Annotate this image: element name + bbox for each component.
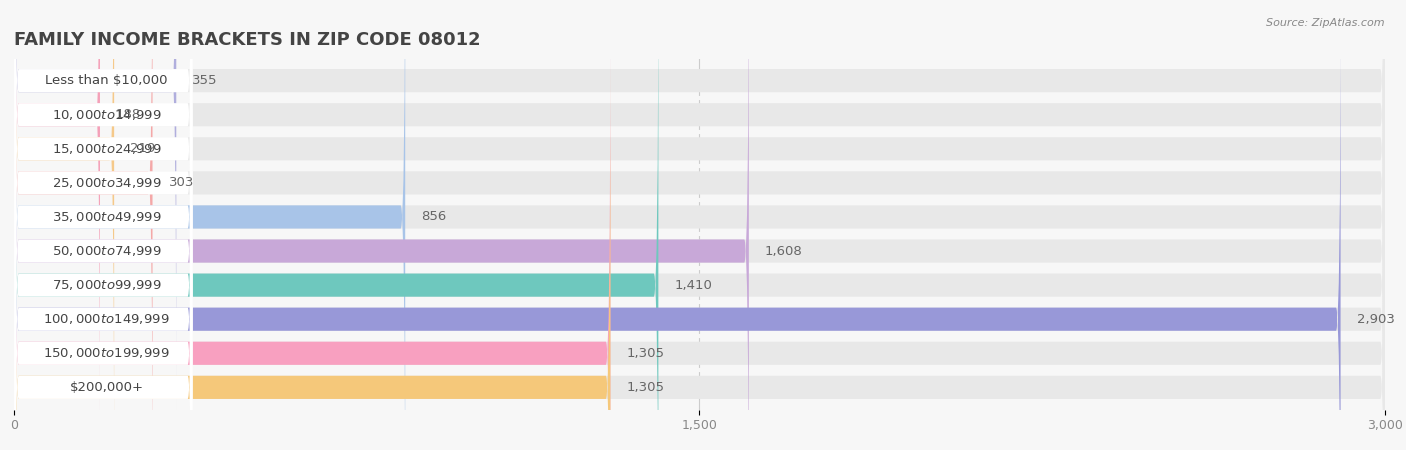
FancyBboxPatch shape [14, 0, 1385, 450]
FancyBboxPatch shape [14, 0, 1340, 450]
FancyBboxPatch shape [14, 0, 1385, 450]
FancyBboxPatch shape [14, 58, 193, 450]
Text: 1,410: 1,410 [675, 279, 713, 292]
Text: 303: 303 [169, 176, 194, 189]
FancyBboxPatch shape [14, 0, 1385, 450]
Text: $200,000+: $200,000+ [70, 381, 143, 394]
FancyBboxPatch shape [14, 58, 1385, 450]
Text: 188: 188 [115, 108, 141, 121]
FancyBboxPatch shape [14, 0, 1385, 450]
Text: 219: 219 [131, 142, 156, 155]
FancyBboxPatch shape [14, 0, 193, 410]
FancyBboxPatch shape [14, 0, 193, 450]
Text: Less than $10,000: Less than $10,000 [45, 74, 167, 87]
Text: $25,000 to $34,999: $25,000 to $34,999 [52, 176, 162, 190]
Text: FAMILY INCOME BRACKETS IN ZIP CODE 08012: FAMILY INCOME BRACKETS IN ZIP CODE 08012 [14, 31, 481, 49]
FancyBboxPatch shape [14, 24, 610, 450]
Text: 2,903: 2,903 [1357, 313, 1395, 326]
FancyBboxPatch shape [14, 24, 1385, 450]
Text: $15,000 to $24,999: $15,000 to $24,999 [52, 142, 162, 156]
FancyBboxPatch shape [14, 0, 1385, 450]
FancyBboxPatch shape [14, 0, 193, 450]
Text: Source: ZipAtlas.com: Source: ZipAtlas.com [1267, 18, 1385, 28]
FancyBboxPatch shape [14, 58, 610, 450]
Text: $150,000 to $199,999: $150,000 to $199,999 [44, 346, 170, 360]
Text: 355: 355 [193, 74, 218, 87]
Text: 1,305: 1,305 [626, 347, 665, 360]
Text: 856: 856 [422, 211, 447, 224]
Text: $10,000 to $14,999: $10,000 to $14,999 [52, 108, 162, 122]
Text: $50,000 to $74,999: $50,000 to $74,999 [52, 244, 162, 258]
FancyBboxPatch shape [14, 0, 1385, 410]
FancyBboxPatch shape [14, 0, 114, 450]
FancyBboxPatch shape [14, 0, 193, 450]
FancyBboxPatch shape [14, 24, 193, 450]
FancyBboxPatch shape [14, 0, 152, 450]
FancyBboxPatch shape [14, 0, 749, 450]
Text: 1,608: 1,608 [765, 244, 803, 257]
FancyBboxPatch shape [14, 0, 193, 450]
Text: $100,000 to $149,999: $100,000 to $149,999 [44, 312, 170, 326]
Text: $75,000 to $99,999: $75,000 to $99,999 [52, 278, 162, 292]
Text: $35,000 to $49,999: $35,000 to $49,999 [52, 210, 162, 224]
FancyBboxPatch shape [14, 0, 193, 444]
FancyBboxPatch shape [14, 0, 193, 450]
Text: 1,305: 1,305 [626, 381, 665, 394]
FancyBboxPatch shape [14, 0, 176, 410]
FancyBboxPatch shape [14, 0, 193, 450]
FancyBboxPatch shape [14, 0, 1385, 450]
FancyBboxPatch shape [14, 0, 658, 450]
FancyBboxPatch shape [14, 0, 1385, 444]
FancyBboxPatch shape [14, 0, 100, 444]
FancyBboxPatch shape [14, 0, 405, 450]
